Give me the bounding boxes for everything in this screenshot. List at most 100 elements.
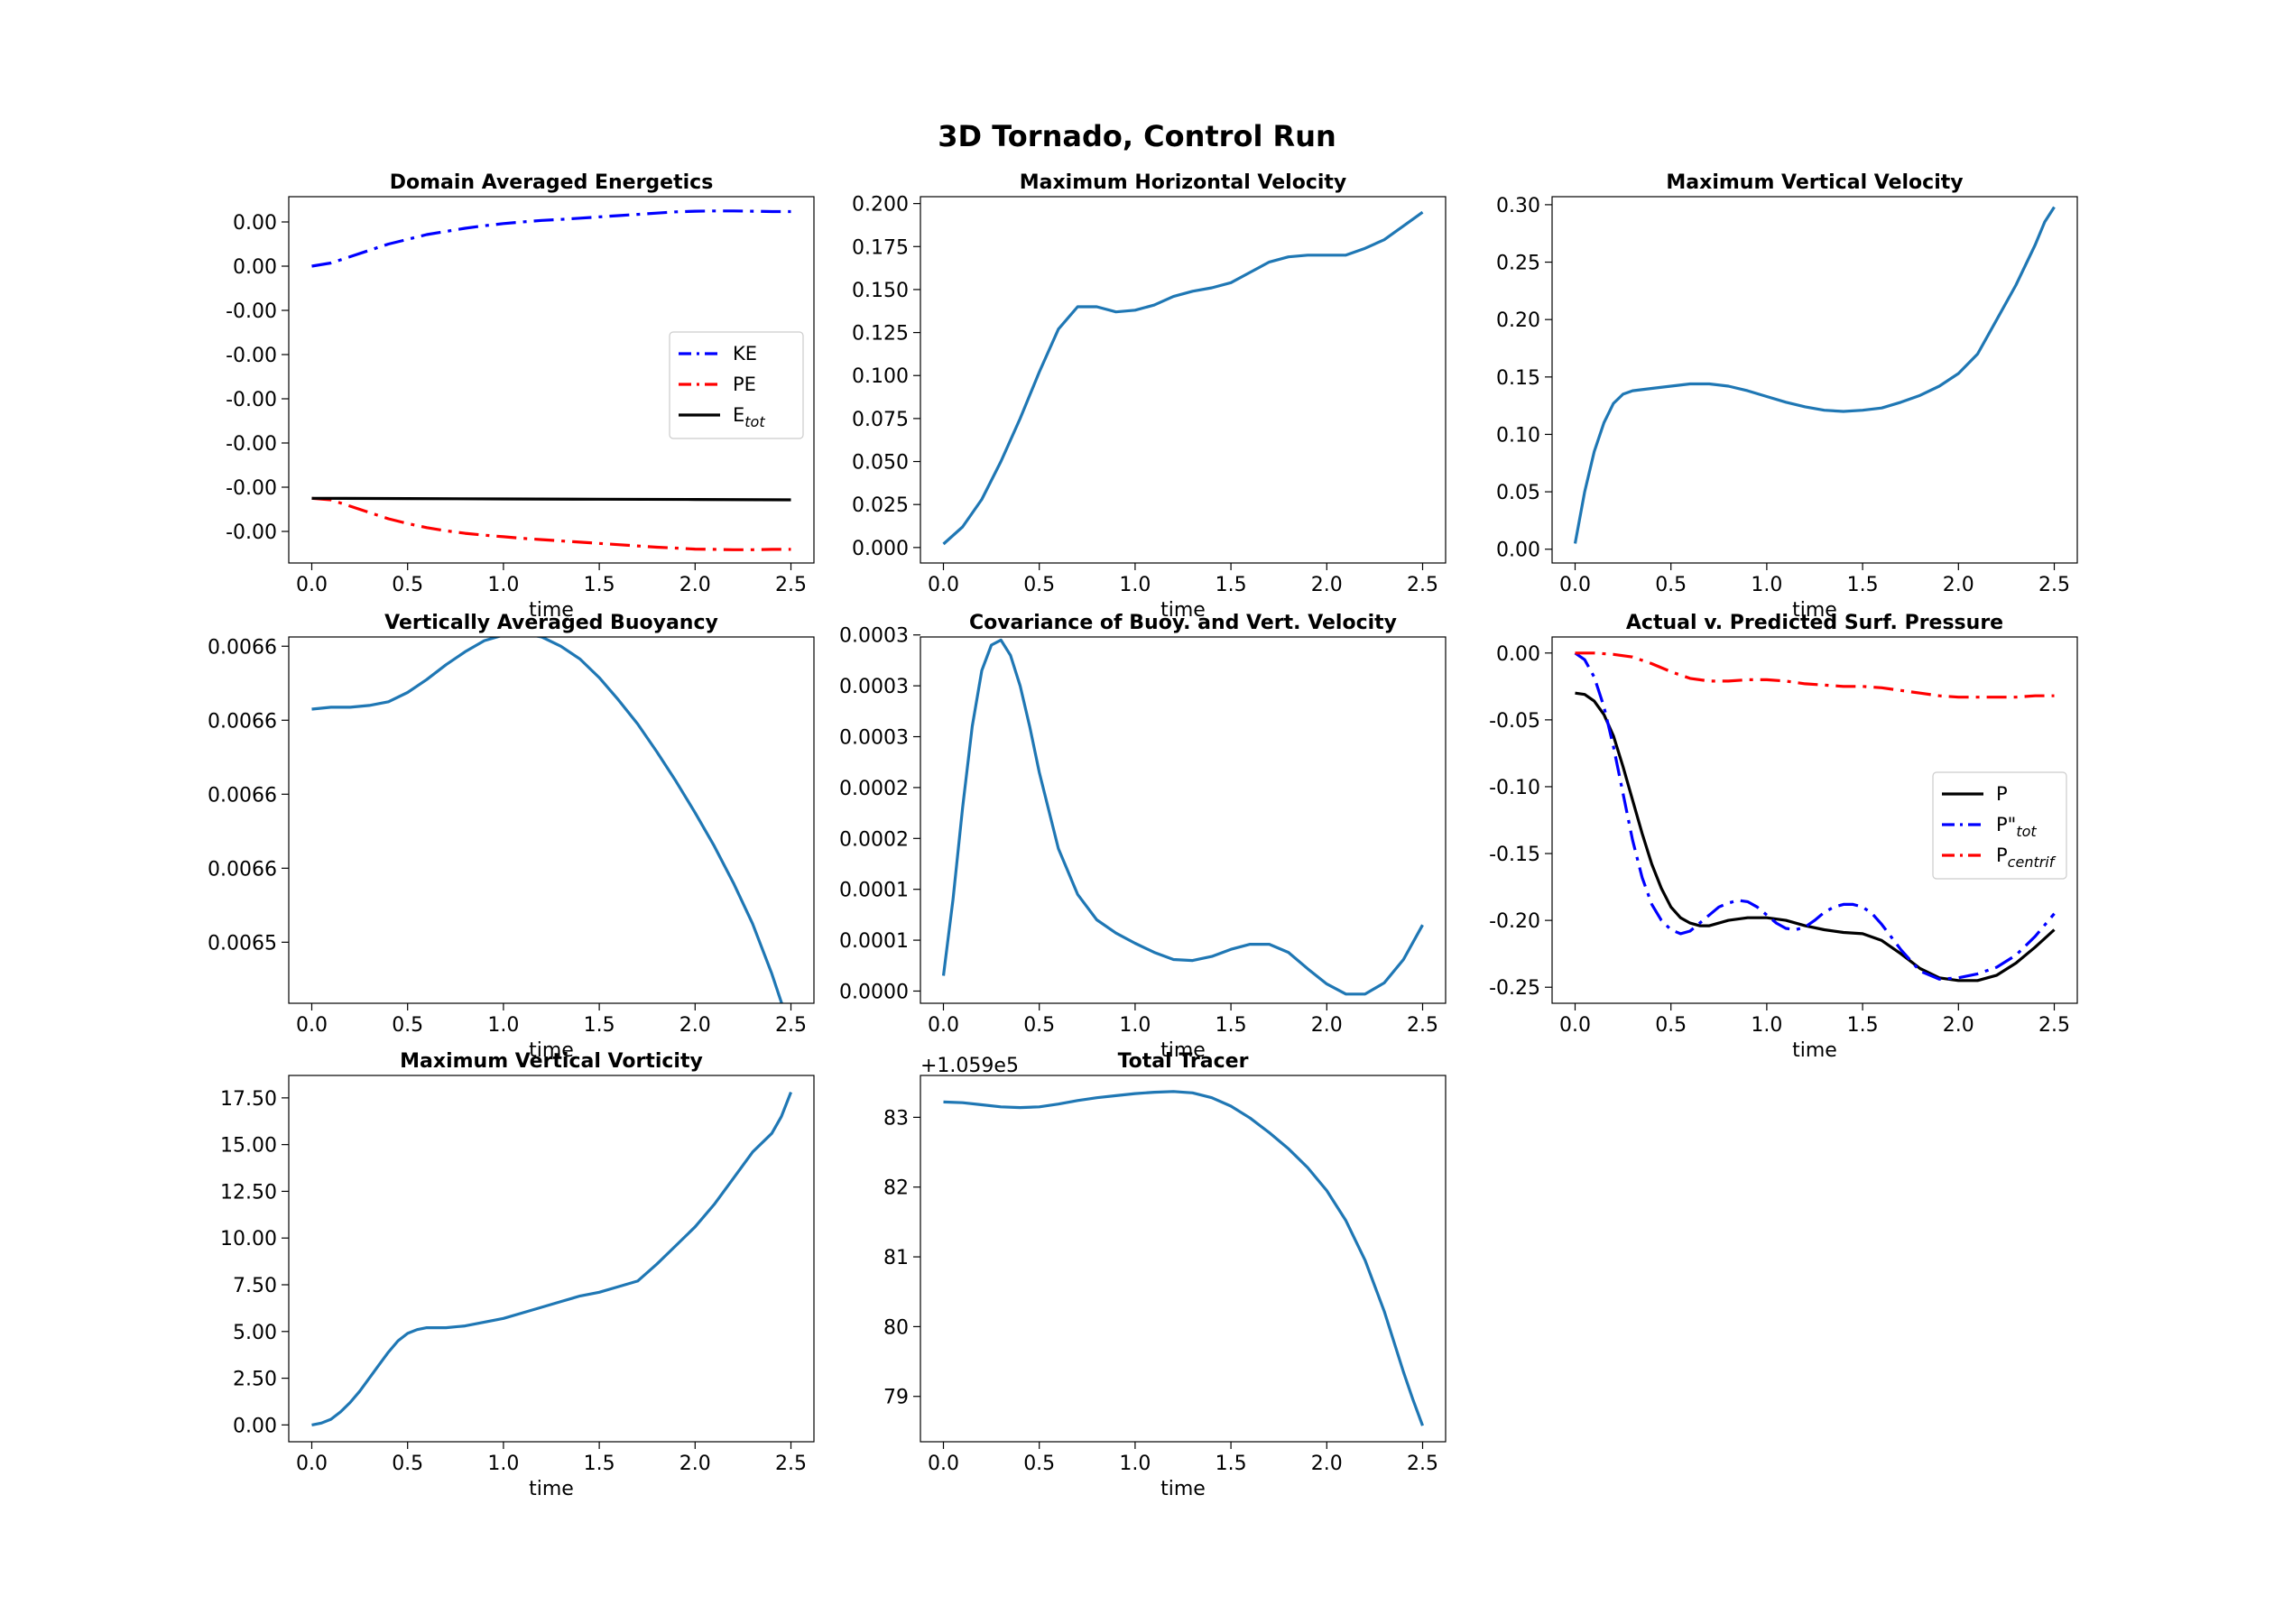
y-tick-label: 0.00 <box>233 1415 277 1437</box>
x-tick-label: 1.0 <box>487 1453 519 1475</box>
x-tick-label: 1.5 <box>1216 1453 1247 1475</box>
y-tick-label: 2.50 <box>233 1369 277 1391</box>
x-axis-label: time <box>1792 1039 1837 1062</box>
legend-label-p: P <box>1996 783 2008 805</box>
x-tick-label: 0.5 <box>1655 1014 1687 1037</box>
series-line-pe <box>311 496 791 551</box>
y-tick-label: 0.20 <box>1496 309 1540 332</box>
y-tick-label: 80 <box>883 1316 909 1339</box>
y-tick-label: 0.10 <box>1496 424 1540 447</box>
y-tick-label: 10.00 <box>220 1228 277 1250</box>
legend: KE PE Etot <box>669 331 804 439</box>
chart-title: Actual v. Predicted Surf. Pressure <box>1626 612 2003 634</box>
y-tick-label: 82 <box>883 1177 909 1200</box>
y-tick-label: 0.00 <box>233 212 277 235</box>
chart-title: Domain Averaged Energetics <box>390 171 714 194</box>
x-tick-label: 2.5 <box>1407 1453 1438 1475</box>
x-tick-label: 2.0 <box>679 1453 711 1475</box>
y-tick-label: 0.0003 <box>839 727 909 750</box>
x-tick-label: 1.5 <box>584 1453 615 1475</box>
x-tick-label: 0.5 <box>1023 1014 1055 1037</box>
x-tick-label: 0.0 <box>1559 574 1591 596</box>
chart-title: Vertically Averaged Buoyancy <box>384 612 718 634</box>
x-axis-label: time <box>529 1039 574 1062</box>
legend-box <box>1932 771 2067 880</box>
x-axis-label: time <box>1792 599 1837 622</box>
y-tick-label: 0.00 <box>1496 643 1540 666</box>
x-tick-label: 2.5 <box>775 574 807 596</box>
axes-frame <box>920 1075 1447 1443</box>
y-tick-label: -0.15 <box>1489 844 1540 866</box>
y-tick-label: 17.50 <box>220 1088 277 1111</box>
y-tick-label: 0.050 <box>852 452 909 475</box>
y-tick-label: 0.30 <box>1496 195 1540 217</box>
y-tick-label: 12.50 <box>220 1181 277 1204</box>
x-tick-label: 0.0 <box>928 1453 959 1475</box>
chart-buoyancy: Vertically Averaged Buoyancy 0.0 0.5 1.0 1.5… <box>208 612 815 1062</box>
x-tick-label: 0.5 <box>1023 574 1055 596</box>
y-tick-label: 0.100 <box>852 365 909 388</box>
x-tick-label: 0.0 <box>928 574 959 596</box>
chart-title: Covariance of Buoy. and Vert. Velocity <box>969 612 1397 634</box>
x-tick-label: 2.5 <box>775 1014 807 1037</box>
x-tick-label: 0.0 <box>296 1453 328 1475</box>
x-tick-label: 1.0 <box>1751 1014 1782 1037</box>
y-tick-label: -0.25 <box>1489 977 1540 1000</box>
series-line-ke <box>311 209 791 268</box>
chart-title: Maximum Vertical Vorticity <box>400 1050 703 1073</box>
y-tick-label: 0.0002 <box>839 778 909 800</box>
x-tick-label: 1.5 <box>584 574 615 596</box>
y-tick-label: 81 <box>883 1247 909 1269</box>
y-tick-label: 0.125 <box>852 323 909 346</box>
y-offset-label: +1.059e5 <box>920 1055 1019 1077</box>
y-tick-label: 0.0066 <box>208 710 277 733</box>
x-tick-label: 0.5 <box>392 574 423 596</box>
y-tick-label: 0.0066 <box>208 858 277 881</box>
x-axis-label: time <box>529 1478 574 1500</box>
x-tick-label: 2.5 <box>2038 1014 2070 1037</box>
x-tick-label: 2.0 <box>1943 574 1974 596</box>
y-tick-label: 0.0000 <box>839 981 909 1003</box>
y-tick-label: 79 <box>883 1387 909 1409</box>
y-tick-label: 0.05 <box>1496 482 1540 504</box>
chart-maxhoriz: Maximum Horizontal Velocity 0.0 0.5 1.0 1.5 2… <box>852 171 1447 622</box>
legend-box <box>669 331 804 439</box>
x-tick-label: 2.5 <box>2038 574 2070 596</box>
x-tick-label: 1.5 <box>1847 1014 1879 1037</box>
x-tick-label: 2.0 <box>1311 574 1343 596</box>
chart-maxvert: Maximum Vertical Velocity 0.0 0.5 1.0 1.5 2.0… <box>1496 171 2078 622</box>
y-tick-label: 0.025 <box>852 494 909 517</box>
y-tick-label: 0.00 <box>233 256 277 279</box>
axes-frame <box>920 196 1447 564</box>
y-tick-label: 0.0003 <box>839 625 909 648</box>
axes-frame <box>1551 196 2078 564</box>
x-tick-label: 0.5 <box>392 1453 423 1475</box>
series-line-vorticity <box>311 1092 792 1426</box>
x-tick-label: 2.0 <box>1943 1014 1974 1037</box>
series-line-e-tot <box>311 496 791 502</box>
x-tick-label: 1.0 <box>1751 574 1782 596</box>
chart-covariance: Covariance of Buoy. and Vert. Velocity 0.… <box>839 612 1447 1062</box>
y-tick-label: 0.25 <box>1496 253 1540 275</box>
y-tick-label: -0.00 <box>226 477 277 500</box>
legend-label-e-tot: Etot <box>733 404 765 430</box>
x-tick-label: 2.0 <box>679 574 711 596</box>
y-tick-label: -0.05 <box>1489 710 1540 733</box>
x-tick-label: 0.0 <box>1559 1014 1591 1037</box>
x-tick-label: 2.5 <box>1407 1014 1438 1037</box>
y-tick-label: 0.175 <box>852 236 909 259</box>
x-tick-label: 1.5 <box>584 1014 615 1037</box>
x-tick-label: 2.5 <box>1407 574 1438 596</box>
x-tick-label: 1.0 <box>487 574 519 596</box>
chart-title: Maximum Vertical Velocity <box>1666 171 1963 194</box>
legend-label-ke: KE <box>733 343 757 364</box>
axes-frame <box>1551 636 2078 1004</box>
x-tick-label: 2.0 <box>679 1014 711 1037</box>
y-tick-label: -0.10 <box>1489 777 1540 799</box>
chart-tracer: Total Tracer +1.059e5 0.0 0.5 1.0 1.5 2.0 2.5 79… <box>883 1050 1447 1500</box>
series-line-p-centrif <box>1575 651 2055 699</box>
x-tick-label: 0.0 <box>928 1014 959 1037</box>
y-tick-label: -0.00 <box>226 345 277 367</box>
x-tick-label: 1.5 <box>1216 574 1247 596</box>
chart-title: Maximum Horizontal Velocity <box>1020 171 1347 194</box>
